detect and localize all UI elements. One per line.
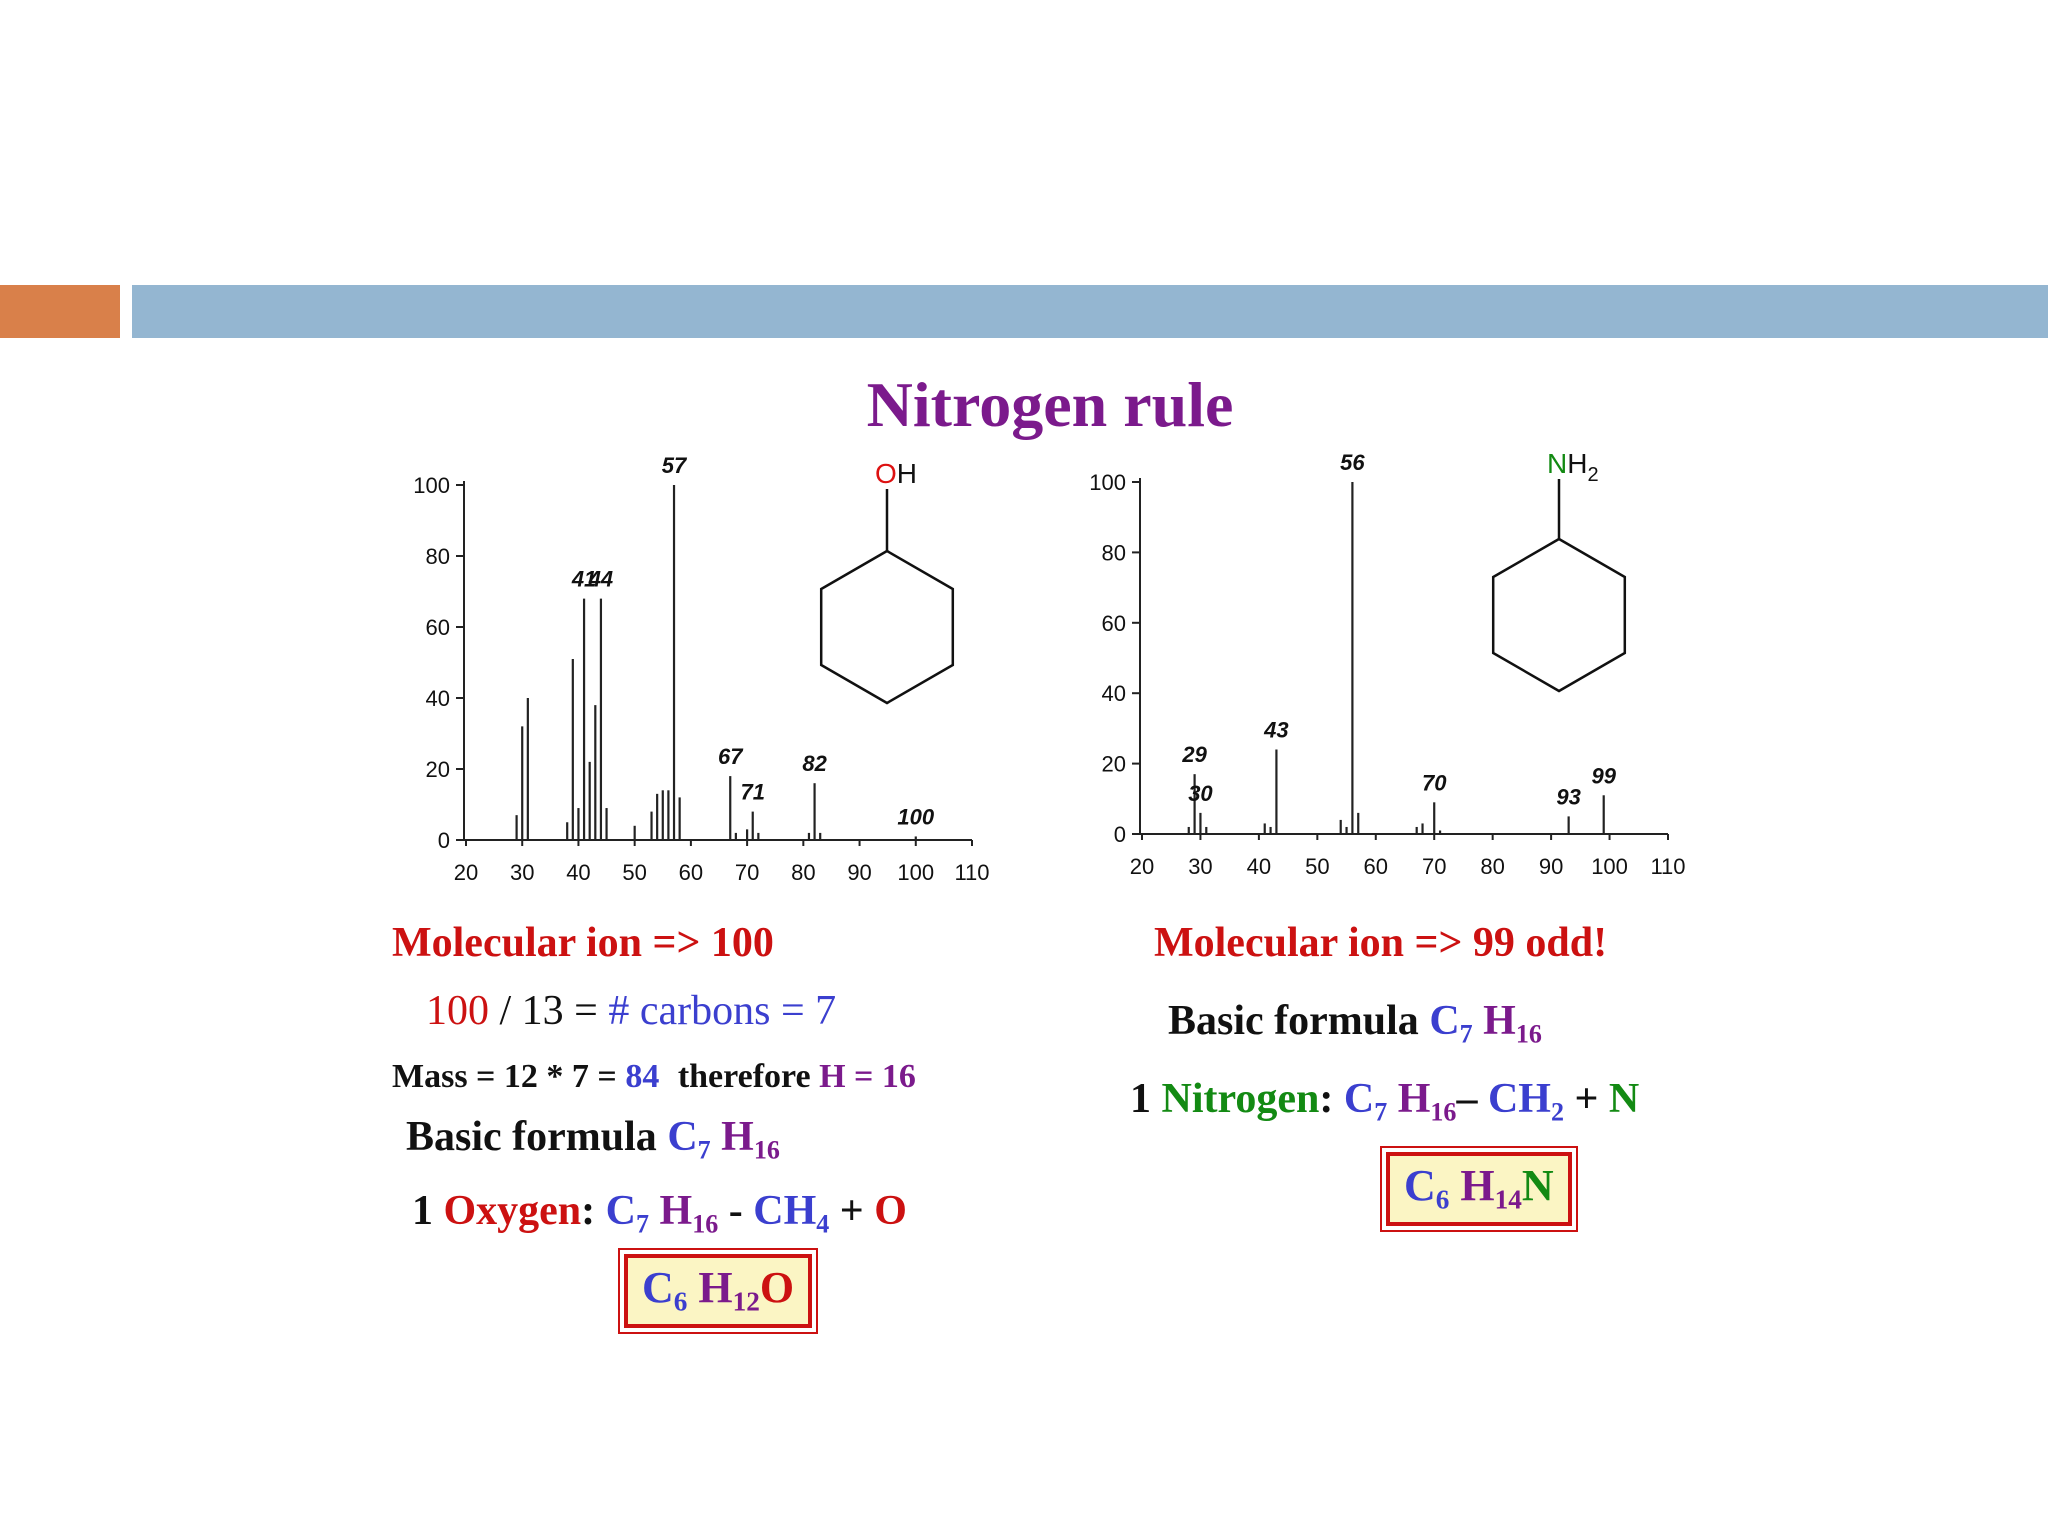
- x-tick-label: 50: [1305, 854, 1329, 879]
- left-oxygen-line: 1 Oxygen: C7 H16 - CH4 + O: [412, 1188, 907, 1239]
- carbons-divisor: / 13 =: [499, 988, 598, 1034]
- x-tick-label: 110: [1650, 854, 1685, 879]
- x-tick-label: 40: [566, 860, 590, 885]
- accent-bar-blue: [132, 285, 2048, 338]
- y-tick-label: 100: [413, 473, 450, 498]
- nitrogen-count: 1: [1130, 1076, 1151, 1122]
- left-basic-formula: Basic formula C7 H16: [406, 1114, 780, 1165]
- oxygen-count: 1: [412, 1188, 433, 1234]
- x-tick-label: 70: [735, 860, 759, 885]
- slide-title: Nitrogen rule: [866, 369, 1234, 440]
- y-tick-label: 80: [1102, 540, 1126, 565]
- nitrogen-h: H16: [1397, 1076, 1457, 1127]
- x-tick-label: 20: [454, 860, 478, 885]
- mass-value: 84: [625, 1058, 660, 1095]
- oxygen-add: O: [874, 1188, 907, 1234]
- y-tick-label: 0: [1114, 822, 1126, 847]
- nitrogen-add: N: [1608, 1076, 1640, 1122]
- y-tick-label: 40: [426, 686, 450, 711]
- peak-label: 30: [1188, 781, 1213, 806]
- oxygen-c: C7: [605, 1188, 650, 1239]
- formula-h: H16: [721, 1114, 780, 1165]
- peak-label: 29: [1181, 742, 1207, 767]
- left-carbons-line: 100 / 13 = # carbons = 7: [426, 990, 836, 1032]
- cyclohexane-ring: [819, 549, 955, 705]
- x-tick-label: 30: [510, 860, 534, 885]
- basic-formula-label: Basic formula: [406, 1114, 657, 1160]
- y-tick-label: 20: [426, 757, 450, 782]
- y-tick-label: 80: [426, 544, 450, 569]
- x-tick-label: 40: [1247, 854, 1271, 879]
- x-tick-label: 110: [954, 860, 989, 885]
- right-basic-formula: Basic formula C7 H16: [1168, 998, 1542, 1049]
- x-tick-label: 100: [1591, 854, 1628, 879]
- mass-result: H = 16: [819, 1058, 916, 1095]
- peak-label: 41: [571, 567, 596, 592]
- x-tick-label: 60: [679, 860, 703, 885]
- peak-label: 99: [1591, 763, 1616, 788]
- peak-label: 71: [740, 780, 764, 805]
- x-tick-label: 90: [1539, 854, 1563, 879]
- x-tick-label: 60: [1364, 854, 1388, 879]
- nitrogen-c: C7: [1343, 1076, 1388, 1127]
- y-tick-label: 60: [426, 615, 450, 640]
- left-mass-line: Mass = 12 * 7 = 84 therefore H = 16: [392, 1060, 916, 1094]
- left-result-formula: C6 H12O: [617, 1248, 819, 1334]
- x-tick-label: 50: [622, 860, 646, 885]
- peak-label: 82: [802, 751, 827, 776]
- formula-c: C7: [1429, 998, 1473, 1049]
- substituent-group: OH: [875, 458, 917, 489]
- oxygen-ch: CH4: [753, 1188, 830, 1239]
- oxygen-h: H16: [659, 1188, 719, 1239]
- mass-therefore: therefore: [677, 1058, 811, 1095]
- peak-label: 67: [718, 744, 744, 769]
- nitrogen-ch: CH2: [1487, 1076, 1564, 1127]
- x-tick-label: 20: [1130, 854, 1154, 879]
- x-tick-label: 90: [847, 860, 871, 885]
- peak-label: 44: [588, 567, 613, 592]
- peak-label: 70: [1422, 770, 1447, 795]
- nitrogen-label: Nitrogen: [1161, 1076, 1320, 1122]
- mass-prefix: Mass = 12 * 7 =: [392, 1058, 617, 1095]
- y-tick-label: 0: [438, 828, 450, 853]
- carbons-result: # carbons = 7: [608, 988, 837, 1034]
- x-tick-label: 80: [1480, 854, 1504, 879]
- y-tick-label: 100: [1089, 470, 1126, 495]
- peak-label: 43: [1263, 718, 1288, 743]
- x-tick-label: 80: [791, 860, 815, 885]
- substituent-group: NH2: [1547, 448, 1599, 486]
- peak-label: 57: [662, 453, 688, 478]
- carbons-mass: 100: [426, 988, 489, 1034]
- y-tick-label: 40: [1102, 681, 1126, 706]
- right-nitrogen-line: 1 Nitrogen: C7 H16– CH2 + N: [1130, 1076, 1640, 1127]
- basic-formula-label: Basic formula: [1168, 998, 1419, 1044]
- y-tick-label: 20: [1102, 752, 1126, 777]
- oxygen-label: Oxygen: [443, 1188, 582, 1234]
- accent-bar-orange: [0, 285, 120, 338]
- cyclohexane-ring: [1491, 537, 1627, 693]
- x-tick-label: 30: [1188, 854, 1212, 879]
- peak-label: 93: [1556, 784, 1580, 809]
- formula-h: H16: [1483, 998, 1542, 1049]
- x-tick-label: 70: [1422, 854, 1446, 879]
- peak-label: 100: [897, 804, 934, 829]
- right-molecular-ion: Molecular ion => 99 odd!: [1154, 920, 1608, 966]
- formula-c: C7: [667, 1114, 711, 1165]
- x-tick-label: 100: [897, 860, 934, 885]
- left-molecular-ion: Molecular ion => 100: [392, 920, 774, 966]
- peak-label: 56: [1340, 450, 1365, 475]
- right-result-formula: C6 H14N: [1380, 1146, 1578, 1232]
- y-tick-label: 60: [1102, 611, 1126, 636]
